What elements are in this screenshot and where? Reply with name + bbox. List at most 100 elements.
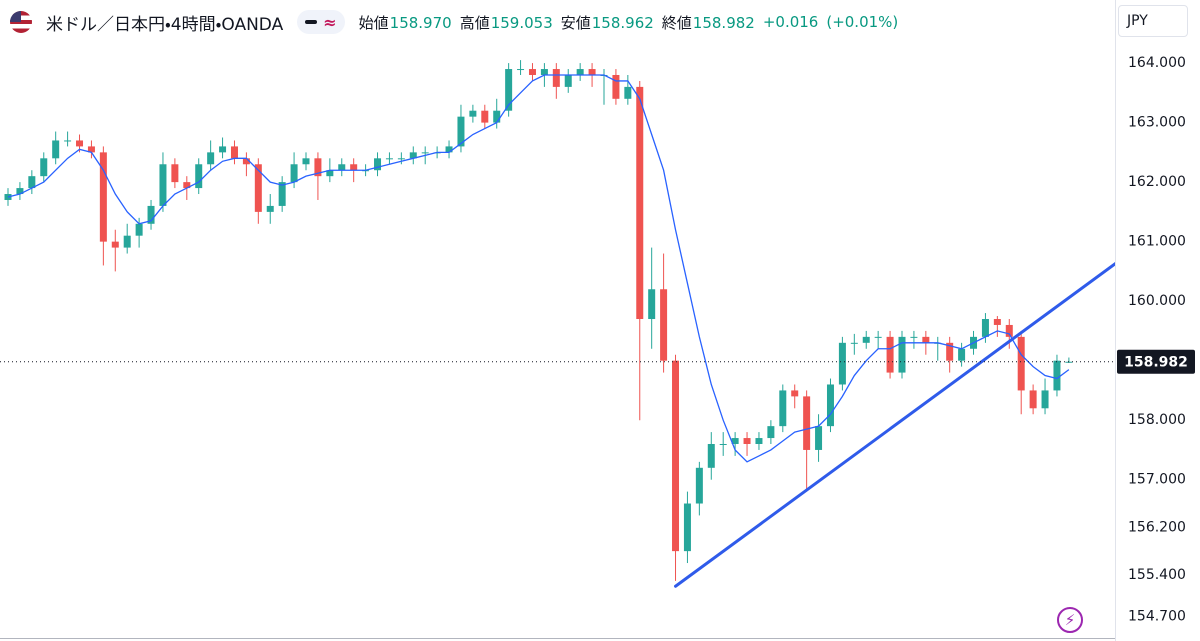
candle-body — [266, 205, 274, 212]
candle-body — [612, 74, 620, 99]
candle-body — [159, 164, 167, 206]
candle-body — [815, 426, 823, 450]
candle-body — [409, 152, 417, 159]
candle-body — [1017, 336, 1025, 391]
candle-body — [767, 426, 775, 439]
y-tick-label: 161.000 — [1128, 234, 1186, 250]
y-tick-label: 164.000 — [1128, 55, 1186, 71]
candle-body — [683, 503, 691, 552]
candle-body — [636, 86, 644, 320]
candle-body — [838, 342, 846, 385]
y-tick-label: 158.000 — [1128, 412, 1186, 428]
candle-body — [469, 110, 477, 117]
candle-body — [624, 86, 632, 99]
candle-body — [397, 158, 405, 160]
y-tick-label: 163.000 — [1128, 115, 1186, 131]
candle-body — [457, 116, 465, 147]
candle-body — [76, 140, 84, 147]
candle-body — [791, 390, 799, 397]
moving-average-line — [7, 74, 1070, 463]
candle-body — [862, 336, 870, 343]
ohlc-label: 終値 — [661, 13, 692, 32]
ohlc-value: 158.970 — [389, 13, 452, 32]
candle-body — [147, 205, 155, 224]
candle-body — [290, 164, 298, 183]
candle-body — [946, 342, 954, 361]
candle-body — [242, 158, 250, 165]
plot-area — [0, 60, 1115, 588]
candle-body — [731, 438, 739, 444]
candle-body — [576, 69, 584, 75]
y-tick-label: 154.700 — [1128, 609, 1186, 625]
candle-body — [219, 146, 227, 153]
candle-body — [803, 396, 811, 450]
ohlc-label: 安値 — [560, 13, 591, 32]
candle-body — [552, 69, 560, 87]
candle-body — [445, 146, 453, 153]
last-price-tag — [1117, 349, 1195, 374]
candle-body — [195, 164, 203, 189]
candle-body — [326, 170, 334, 177]
candle-body — [481, 110, 489, 123]
candle-body — [993, 319, 1001, 325]
candle-body — [707, 443, 715, 468]
candle-body — [672, 360, 680, 552]
price-axis: 164.000 163.000 162.000 161.000 160.000 158.0… — [1117, 55, 1195, 625]
candle-body — [564, 74, 572, 87]
candle-body — [87, 146, 95, 153]
y-tick-label: 155.400 — [1128, 567, 1186, 583]
candle-body — [111, 241, 119, 248]
currency-button[interactable]: JPY — [1118, 5, 1188, 37]
candle-body — [314, 158, 322, 177]
candle-body — [64, 140, 72, 142]
candle-body — [385, 158, 393, 160]
ohlc-label: 高値 — [459, 13, 490, 32]
bolt-button[interactable]: ⚡ — [1057, 607, 1083, 633]
ohlc-label: 始値 — [358, 13, 389, 32]
candle-body — [958, 348, 966, 361]
last-price-label: 158.982 — [1124, 355, 1188, 371]
candle-body — [230, 146, 238, 159]
candle-body — [528, 69, 536, 75]
candle-body — [648, 289, 656, 320]
candle-body — [981, 319, 989, 337]
candle-body — [254, 164, 262, 212]
candle-body — [302, 158, 310, 165]
candle-body — [910, 336, 918, 338]
candle-body — [278, 182, 286, 206]
candle-body — [660, 289, 668, 361]
candle-body — [171, 164, 179, 183]
ohlc-value: 158.962 — [591, 13, 654, 32]
candle-body — [350, 164, 358, 171]
trendline — [674, 262, 1115, 588]
candle-body — [588, 69, 596, 75]
ohlc-values: 始値158.970 高値159.053 安値158.962 終値158.982 — [359, 12, 763, 33]
candle-body — [338, 164, 346, 171]
candle-body — [695, 467, 703, 504]
candle-body — [52, 140, 60, 159]
candle-body — [886, 336, 894, 373]
candle-body — [719, 443, 727, 445]
candle-body — [493, 110, 501, 123]
candle-body — [826, 384, 834, 427]
candle-body — [374, 158, 382, 171]
candle-body — [743, 438, 751, 444]
candle-body — [28, 176, 36, 189]
y-tick-label: 157.000 — [1128, 472, 1186, 488]
candle-body — [1005, 324, 1013, 337]
candle-body — [922, 336, 930, 343]
ohlc-value: 159.053 — [490, 13, 553, 32]
symbol-title[interactable]: 米ドル／日本円・4時間・OANDA — [46, 14, 284, 35]
indicator-toggle[interactable]: ≈ — [297, 10, 345, 34]
candle-body — [1053, 360, 1061, 391]
candle-body — [898, 336, 906, 373]
candle-body — [421, 152, 429, 154]
candle-body — [1041, 390, 1049, 409]
candle-body — [135, 223, 143, 236]
candle-body — [207, 152, 215, 165]
candle-body — [505, 69, 513, 111]
ohlc-value: 158.982 — [692, 13, 755, 32]
candle-body — [517, 69, 525, 71]
